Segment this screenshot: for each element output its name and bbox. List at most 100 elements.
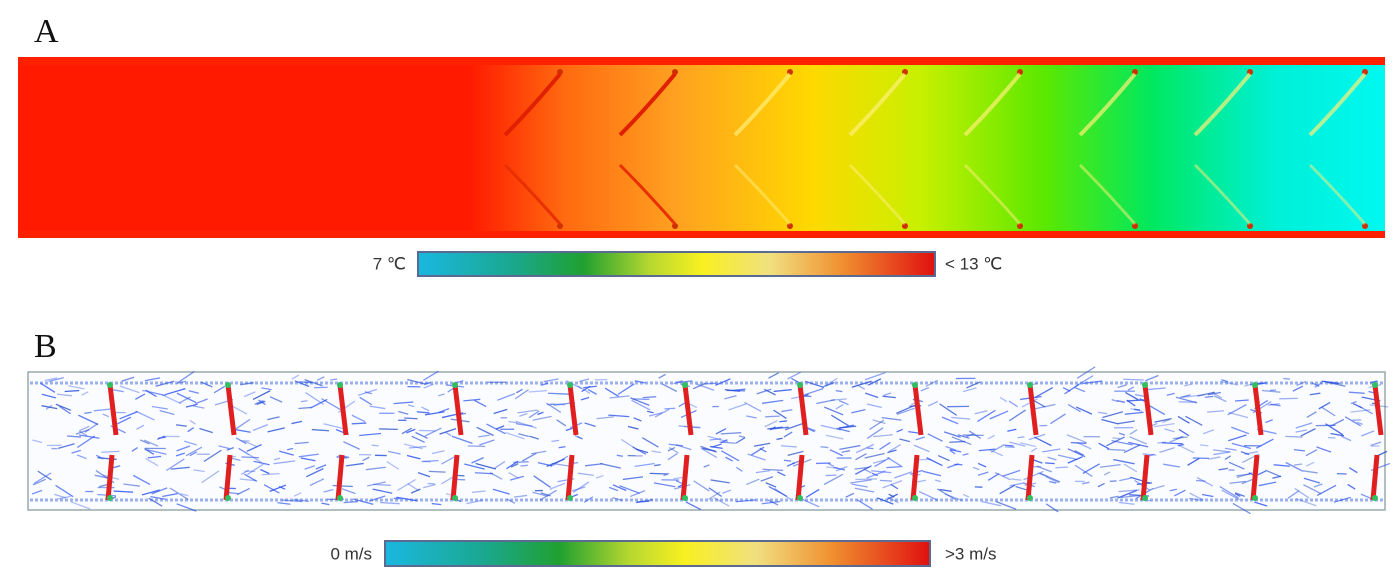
vector — [351, 422, 367, 425]
vector — [177, 370, 195, 384]
vector — [545, 402, 562, 413]
vector — [203, 449, 222, 463]
baffle — [223, 454, 233, 501]
vector — [838, 399, 849, 406]
vector — [786, 462, 795, 467]
vector — [1102, 411, 1124, 419]
vector — [801, 498, 820, 508]
vector — [54, 493, 66, 499]
vector — [236, 487, 251, 496]
vector — [252, 424, 268, 432]
vector — [667, 446, 676, 452]
vector — [489, 472, 503, 480]
baffle-tip — [107, 382, 113, 388]
vector — [972, 466, 980, 471]
vector — [1175, 396, 1198, 404]
vector — [927, 433, 943, 442]
vector — [999, 396, 1008, 403]
vector — [1185, 415, 1203, 426]
vector — [600, 462, 621, 469]
vector — [1161, 442, 1183, 445]
vector — [226, 447, 234, 451]
vector — [1287, 490, 1300, 499]
vector — [48, 376, 64, 383]
vector — [345, 462, 364, 467]
vector — [277, 501, 291, 505]
vector — [1300, 428, 1316, 437]
vector — [359, 432, 382, 437]
vector — [180, 493, 189, 497]
vector — [423, 370, 439, 381]
vector — [1273, 464, 1290, 467]
vector — [1235, 399, 1249, 402]
vector — [37, 470, 52, 481]
vector — [1241, 478, 1253, 485]
vector — [768, 485, 788, 497]
vector — [864, 392, 879, 399]
vector — [364, 391, 373, 395]
baffle-tip — [452, 495, 458, 501]
vector — [70, 501, 91, 510]
vector — [497, 393, 516, 401]
vector — [617, 383, 635, 395]
vector — [710, 479, 730, 484]
vector — [604, 387, 619, 398]
vector — [750, 446, 765, 456]
vector — [64, 389, 80, 393]
vector — [309, 478, 325, 487]
vector — [943, 431, 961, 438]
vector — [779, 420, 787, 423]
vector — [1254, 501, 1268, 507]
vector — [439, 427, 457, 435]
vector — [874, 457, 890, 468]
vector — [300, 457, 316, 462]
vector — [278, 450, 294, 456]
vector — [836, 427, 850, 433]
vector — [1220, 380, 1238, 386]
vector — [1008, 400, 1018, 408]
vector — [944, 493, 963, 502]
vector — [966, 433, 974, 438]
baffle — [910, 454, 920, 501]
vector — [753, 442, 771, 447]
vector — [627, 425, 639, 430]
vector — [1232, 502, 1251, 515]
vector — [1002, 469, 1021, 477]
vector — [913, 444, 930, 453]
vector — [175, 452, 185, 457]
vector — [936, 488, 956, 500]
baffle — [912, 384, 924, 436]
vector — [407, 483, 420, 492]
baffle — [452, 384, 464, 436]
vector — [1103, 471, 1111, 476]
vector — [1341, 435, 1352, 442]
vector — [549, 482, 566, 490]
vector — [1295, 498, 1317, 507]
vector — [169, 487, 189, 501]
vector — [977, 462, 987, 468]
vector — [1295, 422, 1313, 429]
vector — [764, 388, 776, 396]
vector — [162, 492, 178, 498]
vector — [1267, 403, 1280, 406]
vector — [977, 409, 996, 423]
vector — [1356, 421, 1363, 426]
vector — [188, 390, 199, 394]
baffle — [1142, 384, 1154, 436]
vector — [715, 378, 731, 386]
vector — [93, 408, 111, 412]
baffle-tip — [1372, 495, 1378, 501]
vector — [1067, 456, 1083, 464]
vector — [397, 479, 416, 492]
vector — [311, 428, 330, 432]
vector — [1360, 430, 1375, 437]
vector — [192, 405, 205, 409]
vector — [424, 411, 445, 416]
vector — [693, 480, 710, 492]
vector — [1285, 461, 1304, 472]
vector — [1295, 429, 1307, 433]
vector — [887, 449, 897, 454]
vector — [787, 450, 804, 457]
vector — [1285, 435, 1303, 438]
baffle-wake — [1078, 72, 1137, 137]
